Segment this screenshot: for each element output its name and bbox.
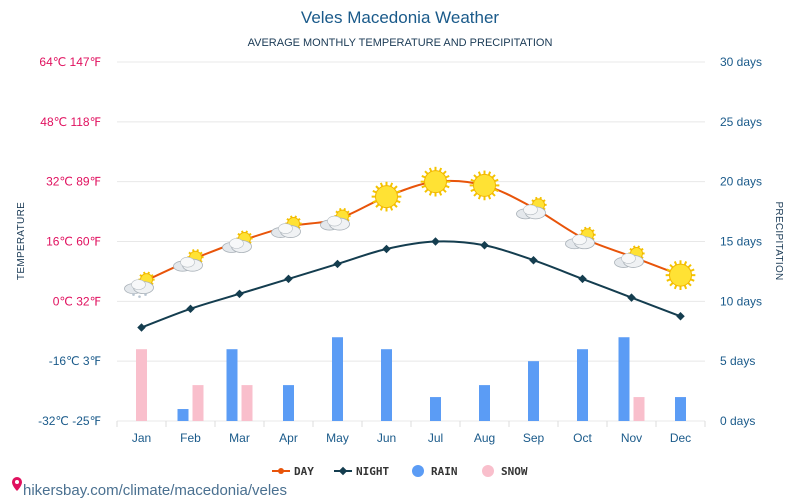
rain-bar [430, 397, 441, 421]
legend-label-night: NIGHT [356, 465, 389, 478]
cloud-sun-icon [516, 196, 547, 220]
x-tick-label: Aug [474, 431, 495, 445]
x-tick-label: Dec [670, 431, 691, 445]
night-point [578, 274, 587, 284]
grid-lines [117, 61, 705, 422]
location-pin-icon [12, 477, 22, 491]
rain-bar [332, 337, 343, 421]
left-axis-ticks: 64℃ 147℉ 48℃ 118℉ 32℃ 89℉ 16℃ 60℉ 0℃ 32℉ -16℃… [38, 55, 101, 428]
legend-label-rain: RAIN [431, 465, 458, 478]
rain-bar [381, 349, 392, 421]
night-line [141, 240, 681, 329]
snow-bar [241, 385, 253, 421]
x-tick-label: Sep [523, 431, 545, 445]
right-tick-label: 0 days [720, 414, 755, 428]
cloud-sun-icon [614, 245, 645, 268]
x-tick-label: Nov [621, 431, 642, 445]
sun-icon [420, 166, 451, 197]
snow-bar [633, 397, 645, 421]
snow-bar [192, 385, 204, 421]
right-axis-ticks: 30 days 25 days 20 days 15 days 10 days 5 day… [720, 55, 762, 428]
chart-title: Veles Macedonia Weather [301, 8, 499, 27]
left-tick-label: 32℃ 89℉ [46, 175, 101, 189]
cloud-sun-icon [173, 249, 204, 272]
sun-icon [665, 260, 696, 291]
x-tick-label: Feb [180, 431, 201, 445]
x-tick-label: May [326, 431, 349, 445]
rain-bar [226, 349, 238, 421]
precipitation-bars [136, 337, 686, 421]
legend-item-rain[interactable]: RAIN [412, 465, 458, 478]
x-tick-label: Oct [573, 431, 592, 445]
night-point [333, 259, 342, 269]
day-line [141, 179, 681, 284]
legend-item-snow[interactable]: SNOW [482, 465, 528, 478]
cloud-sun-icon [222, 230, 253, 253]
night-point [382, 244, 391, 254]
right-tick-label: 20 days [720, 175, 762, 189]
left-tick-label: 0℃ 32℉ [53, 294, 101, 308]
right-tick-label: 25 days [720, 115, 762, 129]
source-link[interactable]: hikersbay.com/climate/macedonia/veles [12, 477, 287, 499]
left-axis-label: TEMPERATURE [16, 202, 27, 280]
night-point [676, 312, 685, 321]
rain-bar [283, 385, 294, 421]
sun-icon [371, 181, 402, 212]
right-axis-label: PRECIPITATION [773, 201, 784, 280]
left-tick-label: 48℃ 118℉ [40, 115, 101, 129]
night-point [431, 237, 440, 246]
rain-bar [528, 361, 539, 421]
legend-label-day: DAY [294, 465, 314, 478]
legend-label-snow: SNOW [501, 465, 528, 478]
cloud-sun-icon [565, 226, 596, 250]
rain-bar [577, 349, 588, 421]
legend: DAY NIGHT RAIN SNOW [272, 465, 528, 478]
sun-icon [469, 170, 500, 201]
rain-bar [479, 385, 490, 421]
temperature-lines [137, 178, 685, 332]
night-point [235, 289, 244, 299]
chart-subtitle: AVERAGE MONTHLY TEMPERATURE AND PRECIPIT… [248, 37, 553, 49]
cloud-sun-snow-icon [124, 271, 155, 298]
x-tick-label: Jan [132, 431, 151, 445]
rain-bar [177, 409, 189, 421]
night-point [529, 255, 538, 265]
night-point [480, 240, 489, 250]
night-point [284, 274, 293, 284]
right-tick-label: 15 days [720, 235, 762, 249]
right-tick-label: 30 days [720, 55, 762, 69]
left-tick-label: 64℃ 147℉ [39, 55, 101, 69]
x-tick-label: Apr [279, 431, 298, 445]
left-tick-label: -16℃ 3℉ [49, 354, 101, 368]
night-point [627, 293, 636, 302]
x-axis-ticks: Jan Feb Mar Apr May Jun Jul Aug Sep Oct Nov Dec [116, 421, 706, 445]
rain-bar [675, 397, 686, 421]
left-tick-label: 16℃ 60℉ [46, 235, 101, 249]
cloud-sun-icon [320, 208, 351, 231]
x-tick-label: Mar [229, 431, 250, 445]
left-tick-label: -32℃ -25℉ [38, 414, 101, 428]
source-url: hikersbay.com/climate/macedonia/veles [23, 482, 287, 499]
night-point [137, 323, 146, 332]
weather-icons [124, 166, 696, 298]
rain-bar [618, 337, 630, 421]
snow-bar [136, 349, 147, 421]
cloud-sun-icon [271, 215, 302, 238]
legend-item-night[interactable]: NIGHT [334, 465, 389, 478]
x-tick-label: Jun [377, 431, 396, 445]
right-tick-label: 10 days [720, 294, 762, 308]
right-tick-label: 5 days [720, 354, 755, 368]
legend-item-day[interactable]: DAY [272, 465, 314, 478]
x-tick-label: Jul [428, 431, 443, 445]
night-point [186, 304, 195, 314]
